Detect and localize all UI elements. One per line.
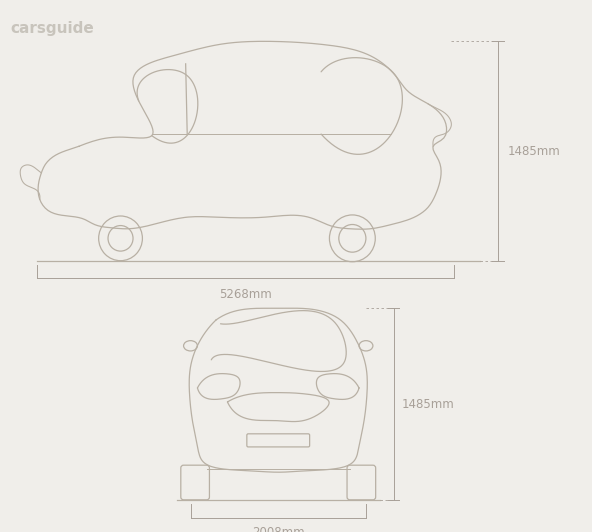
Text: carsguide: carsguide [10, 21, 94, 36]
Text: 5268mm: 5268mm [219, 288, 272, 301]
Text: 1485mm: 1485mm [402, 398, 455, 411]
Text: 2008mm: 2008mm [252, 526, 304, 532]
Text: 1485mm: 1485mm [507, 145, 561, 157]
